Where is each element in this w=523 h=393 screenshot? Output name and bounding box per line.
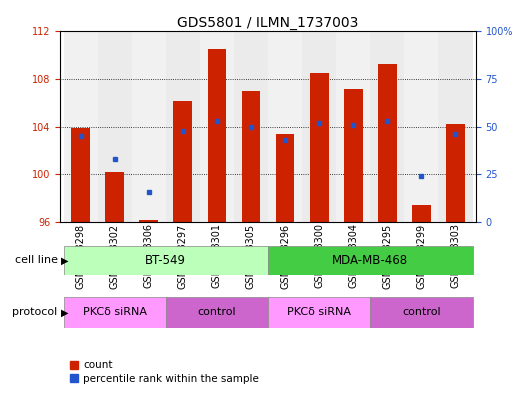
Bar: [438, 31, 472, 222]
Bar: [336, 31, 370, 222]
Text: cell line: cell line: [15, 255, 58, 265]
Bar: [200, 31, 234, 222]
Text: ▶: ▶: [61, 307, 69, 318]
Bar: [71, 128, 90, 222]
Bar: [370, 297, 472, 328]
Bar: [64, 246, 268, 275]
Bar: [268, 246, 472, 275]
Bar: [310, 73, 328, 222]
Bar: [174, 101, 192, 222]
Bar: [404, 31, 438, 222]
Bar: [412, 206, 431, 222]
Text: PKCδ siRNA: PKCδ siRNA: [287, 307, 351, 318]
Bar: [166, 31, 200, 222]
Text: MDA-MB-468: MDA-MB-468: [332, 254, 408, 267]
Bar: [98, 31, 132, 222]
Bar: [166, 297, 268, 328]
Bar: [140, 220, 158, 222]
Bar: [378, 64, 396, 222]
Bar: [234, 31, 268, 222]
Text: ▶: ▶: [61, 255, 69, 265]
Bar: [64, 31, 98, 222]
Text: control: control: [402, 307, 441, 318]
Legend: count, percentile rank within the sample: count, percentile rank within the sample: [65, 356, 263, 388]
Bar: [208, 49, 226, 222]
Bar: [268, 31, 302, 222]
Bar: [302, 31, 336, 222]
Bar: [64, 297, 166, 328]
Bar: [268, 297, 370, 328]
Text: control: control: [198, 307, 236, 318]
Bar: [344, 88, 362, 222]
Title: GDS5801 / ILMN_1737003: GDS5801 / ILMN_1737003: [177, 17, 359, 30]
Bar: [276, 134, 294, 222]
Text: BT-549: BT-549: [145, 254, 186, 267]
Bar: [242, 91, 260, 222]
Bar: [446, 124, 465, 222]
Bar: [105, 172, 124, 222]
Bar: [370, 31, 404, 222]
Text: PKCδ siRNA: PKCδ siRNA: [83, 307, 146, 318]
Bar: [132, 31, 166, 222]
Text: protocol: protocol: [12, 307, 58, 318]
